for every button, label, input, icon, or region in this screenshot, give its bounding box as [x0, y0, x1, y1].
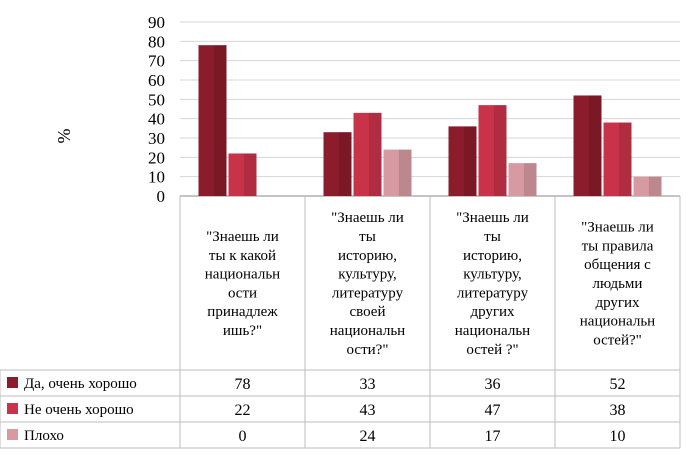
- legend-label: Не очень хорошо: [24, 402, 134, 418]
- bar-shade: [648, 176, 662, 196]
- category-label-line: ости?": [347, 342, 389, 358]
- data-label: 36: [485, 376, 501, 393]
- bar: [383, 149, 412, 196]
- y-tick-label: 50: [148, 90, 165, 109]
- bar-shade: [213, 45, 227, 197]
- data-table: "Знаешь ли ты к какой национальн ости принад…: [0, 196, 681, 449]
- category-label-line: других: [470, 304, 515, 320]
- category-label-line: общения с: [584, 257, 651, 273]
- category-label: "Знаешь ли ты историю, культуру, литературу д…: [455, 210, 530, 358]
- bar-shade: [368, 112, 382, 196]
- category-label-line: остей?": [593, 332, 642, 348]
- category-label-line: культуру,: [463, 267, 522, 283]
- bar-shade: [463, 126, 477, 196]
- category-label-line: ты к какой: [209, 248, 276, 264]
- category-label-line: национальн: [330, 323, 405, 339]
- bar: [603, 122, 632, 196]
- category-label-line: своей: [349, 304, 385, 320]
- legend-label: Да, очень хорошо: [24, 376, 137, 392]
- gridlines: [180, 21, 680, 197]
- bar: [198, 45, 227, 197]
- data-label: 0: [239, 428, 247, 445]
- bar-shade: [338, 132, 352, 196]
- category-label-line: историю,: [463, 248, 522, 264]
- legend-swatch: [7, 403, 18, 414]
- data-label: 78: [235, 376, 251, 393]
- category-label-line: национальн: [580, 314, 655, 330]
- y-axis-label: %: [54, 129, 74, 144]
- category-label: "Знаешь ли ты правила общения с людьми други…: [580, 220, 655, 349]
- category-label-line: ости: [228, 285, 257, 301]
- bar-shade: [398, 149, 412, 196]
- bar: [478, 105, 507, 196]
- data-label: 10: [610, 428, 626, 445]
- category-label-line: "Знаешь ли: [456, 210, 529, 226]
- legend-swatch: [7, 377, 18, 388]
- category-label-line: остей ?": [466, 342, 518, 358]
- bar: [228, 153, 257, 196]
- data-label: 17: [485, 428, 501, 445]
- bar-shade: [523, 163, 537, 196]
- y-tick-label: 0: [157, 187, 166, 206]
- y-tick-label: 20: [148, 148, 165, 167]
- data-label: 52: [610, 376, 626, 393]
- y-tick-label: 60: [148, 71, 165, 90]
- category-label-line: "Знаешь ли: [206, 229, 279, 245]
- category-label-line: культуру,: [338, 267, 397, 283]
- y-tick-label: 10: [148, 168, 165, 187]
- data-label: 43: [360, 402, 376, 419]
- data-label: 38: [610, 402, 626, 419]
- category-label: "Знаешь ли ты к какой национальн ости принад…: [205, 229, 280, 339]
- bar: [448, 126, 477, 196]
- category-label-line: ты: [484, 229, 501, 245]
- bar-shade: [588, 95, 602, 196]
- y-tick-label: 70: [148, 52, 165, 71]
- bar: [508, 163, 537, 196]
- data-label: 47: [485, 402, 501, 419]
- category-label-line: "Знаешь ли: [581, 220, 654, 236]
- bar: [573, 95, 602, 196]
- category-label-line: людьми: [593, 276, 643, 292]
- bar: [353, 112, 382, 196]
- category-label-line: "Знаешь ли: [331, 210, 404, 226]
- category-label-line: ты: [359, 229, 376, 245]
- legend-label: Плохо: [24, 428, 64, 444]
- category-label-line: ты правила: [582, 238, 654, 254]
- category-label-line: национальн: [205, 267, 280, 283]
- legend-swatch: [7, 429, 18, 440]
- y-tick-label: 80: [148, 32, 165, 51]
- bar: [323, 132, 352, 196]
- bar: [633, 176, 662, 196]
- y-tick-label: 30: [148, 129, 165, 148]
- bar-shade: [618, 122, 632, 196]
- category-label-line: литературу: [332, 285, 404, 301]
- y-tick-label: 90: [148, 13, 165, 32]
- bars: [198, 45, 662, 197]
- category-label-line: национальн: [455, 323, 530, 339]
- category-label-line: историю,: [338, 248, 397, 264]
- category-label: "Знаешь ли ты историю, культуру, литературу с…: [330, 210, 405, 358]
- category-label-line: ишь?": [223, 323, 262, 339]
- category-label-line: других: [595, 295, 640, 311]
- data-label: 24: [360, 428, 376, 445]
- bar-shade: [243, 153, 257, 196]
- category-label-line: литературу: [457, 285, 529, 301]
- data-label: 33: [360, 376, 376, 393]
- category-label-line: принадлеж: [207, 304, 278, 320]
- bar-shade: [493, 105, 507, 196]
- data-label: 22: [235, 402, 251, 419]
- y-tick-label: 40: [148, 110, 165, 129]
